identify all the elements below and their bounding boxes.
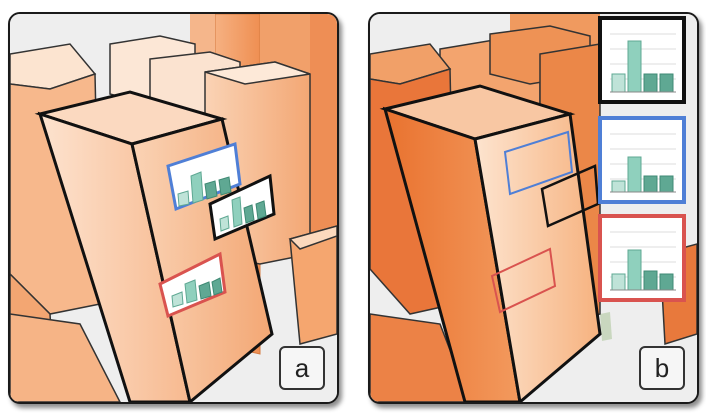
red-chart-card (598, 214, 686, 302)
panel-b-scene (370, 14, 697, 402)
panel-b: b (368, 12, 699, 404)
black-chart-inset (208, 173, 276, 242)
panel-a-label: a (279, 346, 325, 390)
black-chart-card (598, 16, 686, 104)
blue-chart-inset (166, 142, 242, 212)
panel-b-label: b (639, 346, 685, 390)
blue-chart-card (598, 116, 686, 204)
panel-a: a (8, 12, 339, 404)
red-chart-inset (158, 251, 227, 319)
panel-a-scene (10, 14, 337, 402)
